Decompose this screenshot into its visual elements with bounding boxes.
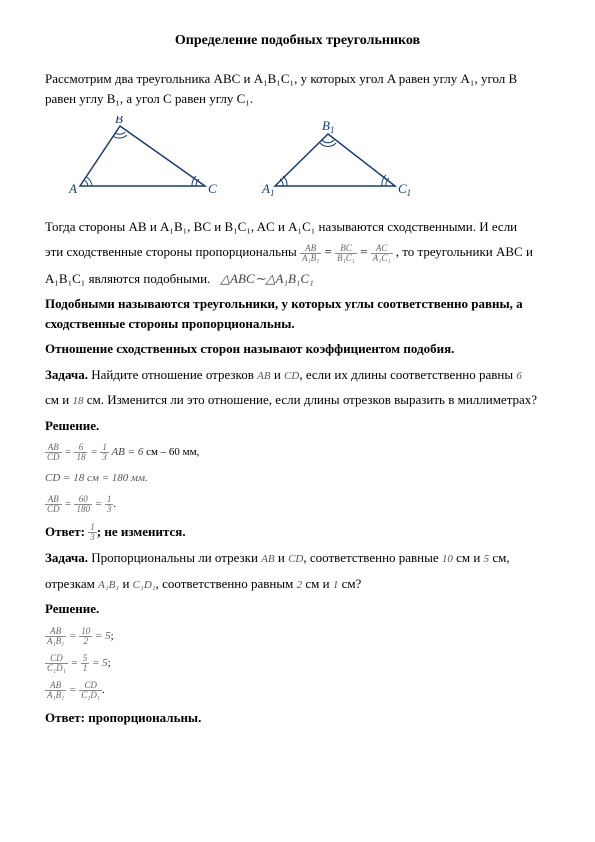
solution1-line3: ABCD = 60180 = 13. bbox=[45, 495, 550, 514]
answer1: Ответ: 13; не изменится. bbox=[45, 522, 550, 543]
solution2-line2: CDC₁D₁ = 51 = 5; bbox=[45, 654, 550, 673]
text-span: см и bbox=[453, 550, 484, 565]
text-span: и bbox=[271, 367, 284, 382]
text-span: , то треугольники ABC и bbox=[396, 244, 533, 259]
task2-line1: Задача. Пропорциональны ли отрезки AB и … bbox=[45, 548, 550, 568]
task2-line2: отрезкам A₁B₁ и C₁D₁, соответственно рав… bbox=[45, 574, 550, 594]
triangles-row: A B C A1 B1 C1 bbox=[65, 116, 550, 207]
definition-similar: Подобными называются треугольники, у кот… bbox=[45, 294, 550, 333]
text-span: и bbox=[119, 576, 132, 591]
task-label: Задача. bbox=[45, 550, 88, 565]
definition-coefficient: Отношение сходственных сторон называют к… bbox=[45, 339, 550, 359]
var-10: 10 bbox=[442, 553, 453, 565]
solution2-line1: ABA₁B₁ = 102 = 5; bbox=[45, 627, 550, 646]
answer2: Ответ: пропорциональны. bbox=[45, 708, 550, 728]
var-cd: CD bbox=[284, 370, 299, 382]
solution-label-1: Решение. bbox=[45, 416, 550, 436]
task-label: Задача. bbox=[45, 367, 88, 382]
text-span: , соответственно равные bbox=[303, 550, 442, 565]
similar-formula: △ABC∼△A₁B₁C₁ bbox=[220, 271, 314, 286]
vertex-c1-label: C1 bbox=[398, 181, 411, 198]
task1-cont: см и 18 см. Изменится ли это отношение, … bbox=[45, 390, 550, 410]
var-c1d1: C₁D₁ bbox=[133, 579, 156, 591]
proportion-formula: ABA₁B₁ = BCB₁C₁ = ACA₁C₁ bbox=[300, 244, 396, 259]
var-ab: AB bbox=[261, 553, 274, 565]
vertex-a1-label: A1 bbox=[261, 181, 274, 198]
var-cd: CD bbox=[288, 553, 303, 565]
text-span: Пропорциональны ли отрезки bbox=[88, 550, 261, 565]
solution2-line3: ABA₁B₁ = CDC₁D₁. bbox=[45, 681, 550, 700]
solution1-line1: ABCD = 618 = 13 AB = 6 см – 60 мм, bbox=[45, 443, 550, 462]
var-6: 6 bbox=[516, 370, 522, 382]
page-title: Определение подобных треугольников bbox=[45, 30, 550, 51]
text-span: см и bbox=[45, 392, 72, 407]
triangle-a1b1c1: A1 B1 C1 bbox=[260, 116, 415, 207]
paragraph-sides-2: эти сходственные стороны пропорциональны… bbox=[45, 242, 550, 263]
solution1-line2: CD = 18 см = 180 мм. bbox=[45, 470, 550, 487]
triangle-abc: A B C bbox=[65, 116, 220, 207]
text-span: и bbox=[275, 550, 288, 565]
text-span: см – 60 мм, bbox=[143, 446, 199, 458]
text-span: эти сходственные стороны пропорциональны bbox=[45, 244, 300, 259]
text-span: CD = 18 см = 180 мм. bbox=[45, 472, 148, 484]
text-span: , соответственно равным bbox=[156, 576, 297, 591]
paragraph-intro: Рассмотрим два треугольника ABC и A₁B₁C₁… bbox=[45, 69, 550, 108]
vertex-c-label: C bbox=[208, 181, 217, 196]
paragraph-sides-1: Тогда стороны AB и A₁B₁, BC и B₁C₁, AC и… bbox=[45, 217, 550, 237]
vertex-b1-label: B1 bbox=[322, 118, 334, 135]
task1: Задача. Найдите отношение отрезков AB и … bbox=[45, 365, 550, 385]
text-span: A₁B₁C₁ являются подобными. bbox=[45, 271, 210, 286]
var-a1b1: A₁B₁ bbox=[98, 579, 119, 591]
text-span: см и bbox=[302, 576, 333, 591]
text-span: , если их длины соответственно равны bbox=[299, 367, 516, 382]
text-span: ; не изменится. bbox=[97, 524, 186, 539]
text-span: отрезкам bbox=[45, 576, 98, 591]
vertex-b-label: B bbox=[115, 116, 123, 126]
answer-label: Ответ: bbox=[45, 524, 88, 539]
frac-ans1: 13 bbox=[88, 523, 97, 542]
text-span: AB = 6 bbox=[111, 446, 143, 458]
var-ab: AB bbox=[257, 370, 270, 382]
var-18: 18 bbox=[72, 395, 83, 407]
vertex-a-label: A bbox=[68, 181, 77, 196]
text-span: Найдите отношение отрезков bbox=[88, 367, 257, 382]
solution-label-2: Решение. bbox=[45, 599, 550, 619]
text-span: см? bbox=[338, 576, 361, 591]
text-span: см. Изменится ли это отношение, если дли… bbox=[83, 392, 537, 407]
paragraph-sides-3: A₁B₁C₁ являются подобными. △ABC∼△A₁B₁C₁ bbox=[45, 269, 550, 289]
text-span: см, bbox=[489, 550, 510, 565]
